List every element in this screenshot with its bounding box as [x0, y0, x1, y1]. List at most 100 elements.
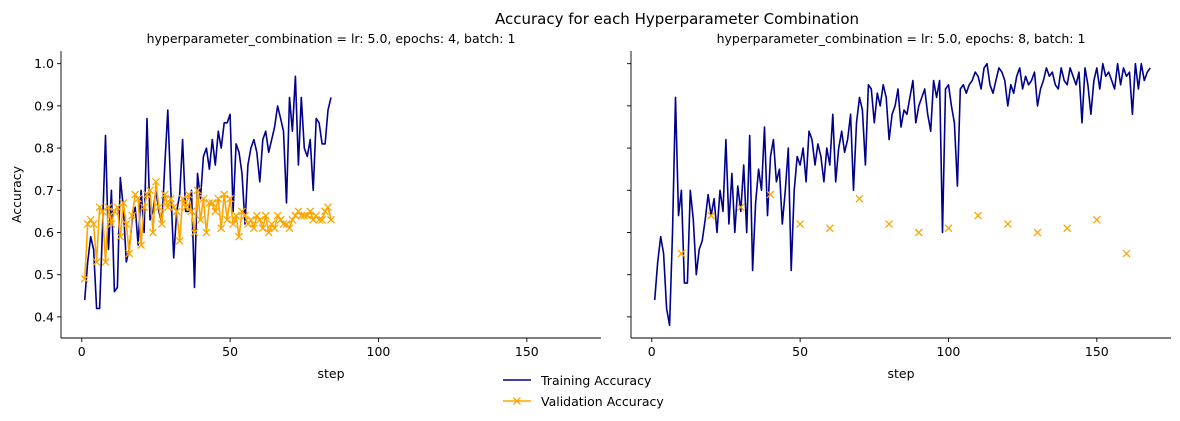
- validation-accuracy-point: [324, 203, 332, 212]
- validation-accuracy-point: [285, 224, 294, 233]
- validation-accuracy-point: [273, 211, 282, 220]
- validation-accuracy-point: [214, 194, 223, 203]
- validation-accuracy-point: [766, 190, 775, 199]
- validation-accuracy-point: [261, 211, 270, 220]
- validation-accuracy-point: [238, 207, 246, 216]
- x-tick-label: 100: [367, 344, 391, 359]
- validation-accuracy-point: [796, 220, 805, 229]
- validation-accuracy-point: [736, 203, 745, 212]
- legend: Training Accuracy Validation Accuracy: [503, 373, 664, 409]
- validation-accuracy-point: [187, 207, 196, 216]
- validation-accuracy-point: [154, 203, 163, 212]
- x-tick-label: 0: [648, 344, 656, 359]
- validation-accuracy-point: [294, 207, 303, 216]
- validation-accuracy-point: [211, 207, 220, 216]
- validation-accuracy-point: [208, 198, 217, 207]
- validation-accuracy-point: [83, 220, 92, 229]
- validation-accuracy-point: [229, 220, 238, 229]
- validation-accuracy-point: [107, 220, 116, 229]
- validation-accuracy-point: [243, 220, 252, 229]
- validation-accuracy-point: [677, 249, 686, 258]
- validation-accuracy-point: [199, 194, 208, 203]
- validation-accuracy-point: [184, 190, 193, 199]
- validation-accuracy-point: [1003, 220, 1012, 229]
- validation-accuracy-point: [264, 228, 273, 237]
- legend-training-label: Training Accuracy: [540, 373, 652, 388]
- panel-title: hyperparameter_combination = lr: 5.0, ep…: [717, 31, 1086, 46]
- validation-accuracy-point: [172, 207, 181, 216]
- validation-accuracy-point: [190, 228, 199, 237]
- panel-lr5-epochs8: hyperparameter_combination = lr: 5.0, ep…: [627, 31, 1171, 381]
- y-tick-label: 0.8: [34, 141, 54, 156]
- training-accuracy-line: [83, 75, 332, 310]
- validation-accuracy-point: [220, 190, 229, 199]
- validation-accuracy-point: [288, 215, 297, 224]
- validation-accuracy-point: [255, 215, 264, 224]
- validation-accuracy-point: [116, 232, 125, 241]
- validation-accuracy-point: [885, 220, 894, 229]
- validation-accuracy-point: [163, 203, 172, 212]
- validation-accuracy-point: [205, 198, 214, 207]
- x-tick-label: 150: [515, 344, 539, 359]
- validation-accuracy-point: [95, 203, 104, 212]
- x-tick-label: 50: [222, 344, 238, 359]
- validation-accuracy-point: [143, 190, 152, 199]
- y-tick-label: 0.9: [34, 98, 54, 113]
- validation-accuracy-point: [944, 224, 953, 233]
- y-tick-label: 0.6: [34, 225, 54, 240]
- validation-accuracy-point: [246, 215, 255, 224]
- legend-validation-label: Validation Accuracy: [541, 394, 664, 409]
- panel-lr5-epochs4: hyperparameter_combination = lr: 5.0, ep…: [9, 31, 601, 381]
- y-tick-label: 0.7: [34, 183, 54, 198]
- validation-accuracy-point: [279, 220, 288, 229]
- x-axis-label: step: [887, 366, 914, 381]
- validation-accuracy-point: [276, 215, 285, 224]
- validation-accuracy-point: [309, 215, 318, 224]
- validation-accuracy-point: [89, 220, 98, 229]
- validation-accuracy-point: [86, 215, 95, 224]
- validation-accuracy-point: [1033, 228, 1042, 237]
- validation-accuracy-point: [327, 215, 335, 224]
- validation-accuracy-point: [131, 190, 140, 199]
- validation-accuracy-point: [300, 211, 309, 220]
- x-tick-label: 100: [937, 344, 961, 359]
- validation-accuracy-point: [157, 220, 166, 229]
- validation-accuracy-point: [240, 211, 249, 220]
- validation-accuracy-point: [80, 274, 89, 283]
- panel-title: hyperparameter_combination = lr: 5.0, ep…: [147, 31, 516, 46]
- validation-accuracy-point: [270, 224, 279, 233]
- validation-accuracy-point: [249, 224, 258, 233]
- validation-accuracy-point: [914, 228, 923, 237]
- validation-accuracy-point: [1122, 249, 1131, 258]
- validation-accuracy-point: [140, 203, 149, 212]
- validation-accuracy-point: [92, 258, 101, 266]
- legend-validation-marker: [513, 397, 521, 405]
- validation-accuracy-point: [252, 211, 261, 220]
- validation-accuracy-point: [134, 194, 143, 203]
- validation-accuracy-point: [303, 211, 312, 220]
- validation-accuracy-point: [196, 215, 205, 224]
- validation-accuracy-point: [321, 207, 330, 216]
- validation-accuracy-point: [166, 194, 175, 203]
- validation-accuracy-point: [193, 186, 202, 195]
- x-tick-label: 0: [78, 344, 86, 359]
- x-tick-label: 50: [792, 344, 808, 359]
- validation-accuracy-point: [128, 211, 137, 220]
- x-axis-label: step: [317, 366, 344, 381]
- validation-accuracy-point: [223, 215, 232, 224]
- validation-accuracy-point: [1092, 215, 1101, 224]
- validation-accuracy-point: [113, 203, 122, 212]
- validation-accuracy-point: [110, 207, 119, 216]
- validation-accuracy-point: [318, 215, 327, 224]
- validation-accuracy-point: [267, 220, 276, 229]
- validation-accuracy-point: [151, 177, 160, 186]
- validation-accuracy-point: [119, 198, 128, 207]
- validation-accuracy-point: [282, 220, 291, 229]
- validation-accuracy-point: [122, 220, 131, 229]
- x-tick-label: 150: [1085, 344, 1109, 359]
- validation-accuracy-point: [258, 224, 267, 233]
- y-tick-label: 0.5: [34, 267, 54, 282]
- validation-accuracy-point: [181, 203, 190, 212]
- validation-accuracy-point: [125, 249, 134, 258]
- validation-accuracy-point: [202, 228, 211, 237]
